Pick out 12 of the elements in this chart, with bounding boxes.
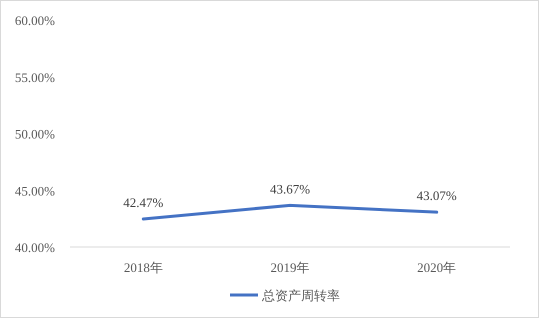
x-tick-label: 2019年 [270, 260, 310, 275]
legend-label: 总资产周转率 [261, 288, 340, 303]
y-tick-label: 40.00% [14, 240, 56, 255]
x-tick-label: 2020年 [417, 260, 456, 275]
data-label: 43.07% [416, 188, 457, 204]
x-tick-label: 2018年 [124, 260, 163, 275]
data-label: 43.67% [270, 181, 310, 196]
y-tick-label: 50.00% [14, 126, 56, 142]
y-tick-label: 55.00% [14, 70, 56, 85]
y-tick-label: 45.00% [14, 183, 56, 198]
y-tick-label: 60.00% [14, 13, 56, 28]
data-label: 42.47% [123, 194, 164, 210]
